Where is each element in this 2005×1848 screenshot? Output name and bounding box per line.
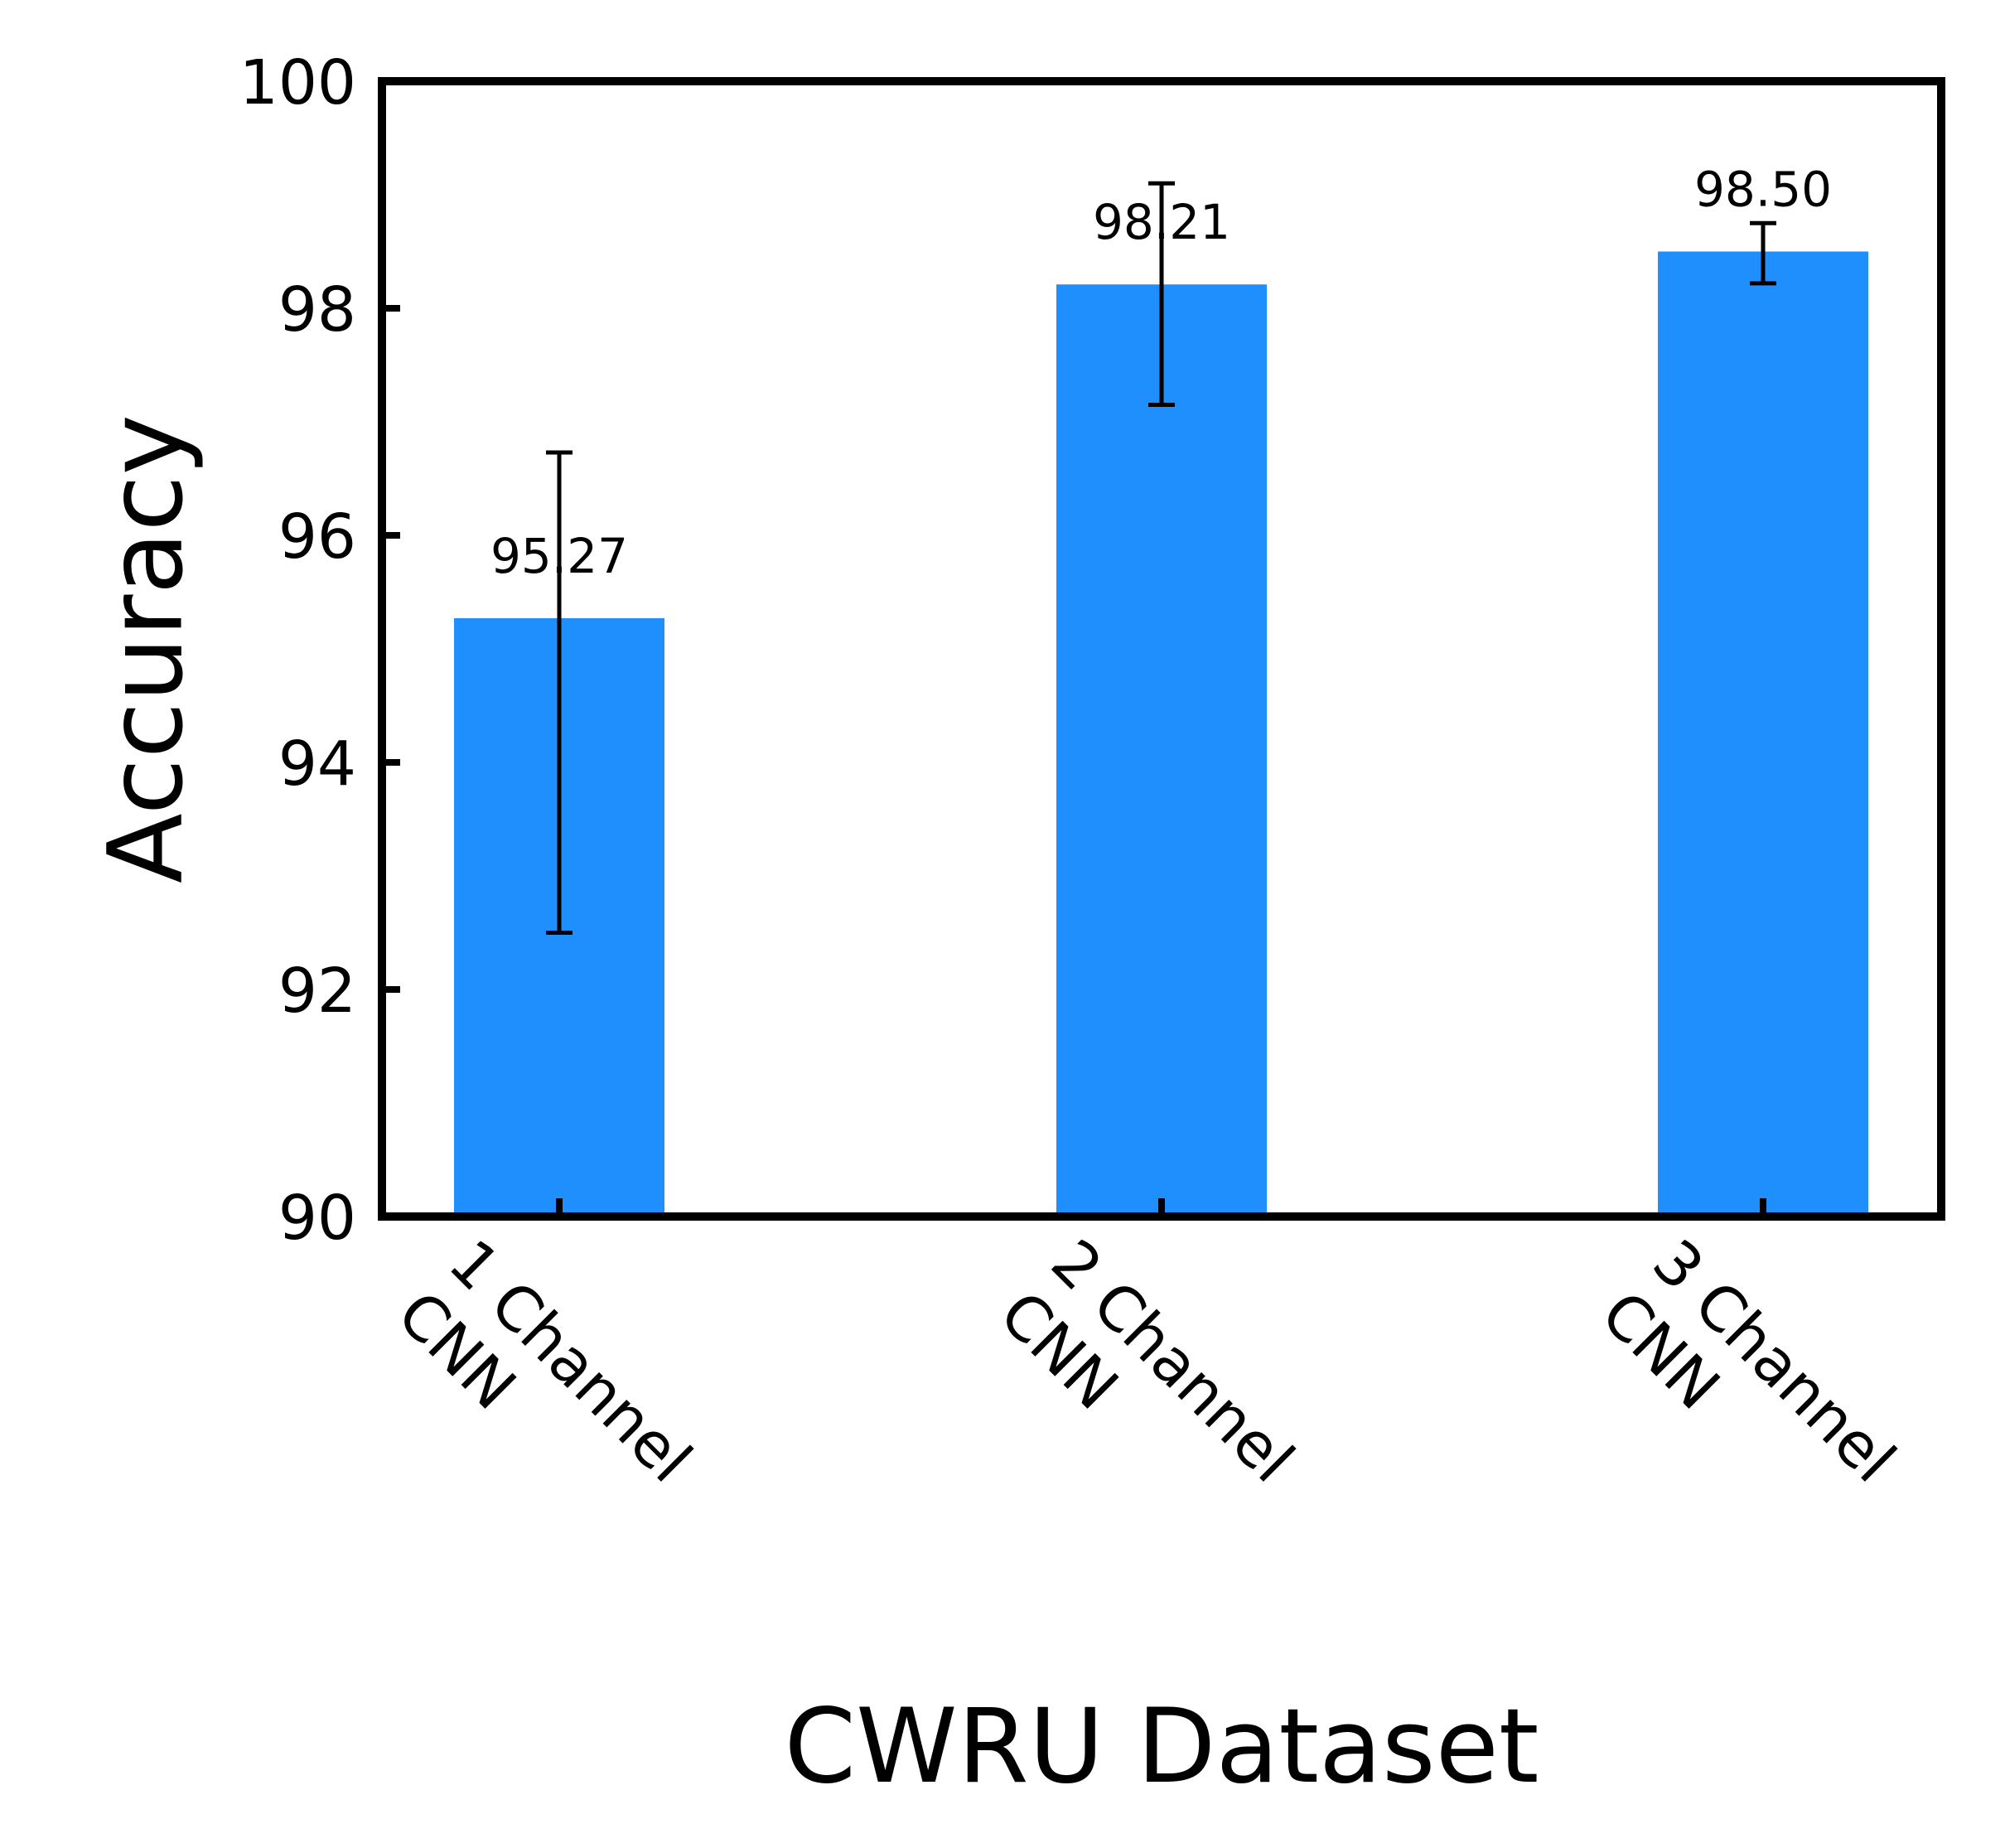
x-axis: 1 ChannelCNN 2 ChannelCNN 3 ChannelCNN [384, 1198, 1909, 1548]
y-tick-label: 96 [278, 501, 356, 573]
y-tick-label: 100 [239, 47, 356, 119]
bar [1056, 284, 1267, 1217]
x-tick-label: 1 ChannelCNN [384, 1226, 705, 1548]
error-bar [1750, 220, 1776, 286]
y-axis: 90 92 94 96 98 100 [239, 47, 400, 1254]
x-axis-title: CWRU Dataset [784, 1687, 1539, 1807]
error-bar [1148, 181, 1175, 407]
y-axis-title: Accuracy [86, 414, 205, 883]
y-tick-label: 92 [278, 955, 356, 1027]
data-label: 98.50 [1694, 162, 1832, 218]
bar [1658, 251, 1868, 1217]
y-tick-label: 90 [278, 1183, 356, 1254]
errorbars-layer [546, 181, 1776, 935]
x-tick-label: 3 ChannelCNN [1587, 1226, 1909, 1548]
y-tick-label: 94 [278, 728, 356, 800]
error-bar [546, 450, 573, 935]
x-tick-label: 2 ChannelCNN [986, 1226, 1307, 1548]
y-tick-label: 98 [278, 274, 356, 346]
bars-layer [454, 251, 1868, 1217]
